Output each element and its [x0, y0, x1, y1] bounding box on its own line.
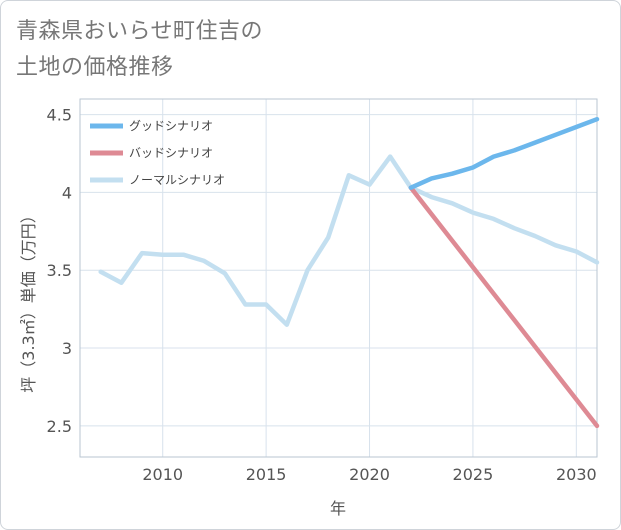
y-axis-label: 坪（3.3㎡）単価（万円）: [19, 207, 38, 392]
y-tick-label: 2.5: [47, 417, 72, 436]
x-tick-label: 2020: [349, 465, 390, 484]
series-line-2: [98, 154, 600, 327]
x-axis-ticks: 2010 2015 2020 2025 2030: [142, 465, 596, 484]
series-line-1: [408, 185, 600, 429]
chart-title: 青森県おいらせ町住吉の 土地の価格推移: [16, 14, 263, 86]
series-layer: [98, 116, 600, 429]
y-axis-ticks: 2.5 3 3.5 4 4.5: [47, 106, 72, 436]
x-axis-label: 年: [330, 499, 346, 518]
chart-title-line-1: 青森県おいらせ町住吉の: [16, 19, 264, 44]
y-tick-label: 4: [62, 183, 72, 202]
x-tick-label: 2030: [556, 465, 597, 484]
plot-area-border: [79, 98, 598, 458]
chart-title-line-2: 土地の価格推移: [16, 55, 174, 80]
x-tick-label: 2025: [453, 465, 494, 484]
grid-lines: [80, 99, 597, 457]
y-tick-label: 3.5: [47, 261, 72, 280]
y-tick-label: 4.5: [47, 106, 72, 125]
series-line-0: [408, 116, 600, 190]
legend-label: グッドシナリオ: [129, 119, 213, 133]
legend-label: バッドシナリオ: [129, 146, 213, 160]
x-tick-label: 2010: [142, 465, 183, 484]
x-tick-label: 2015: [246, 465, 287, 484]
y-tick-label: 3: [62, 339, 72, 358]
legend-label: ノーマルシナリオ: [129, 173, 225, 187]
